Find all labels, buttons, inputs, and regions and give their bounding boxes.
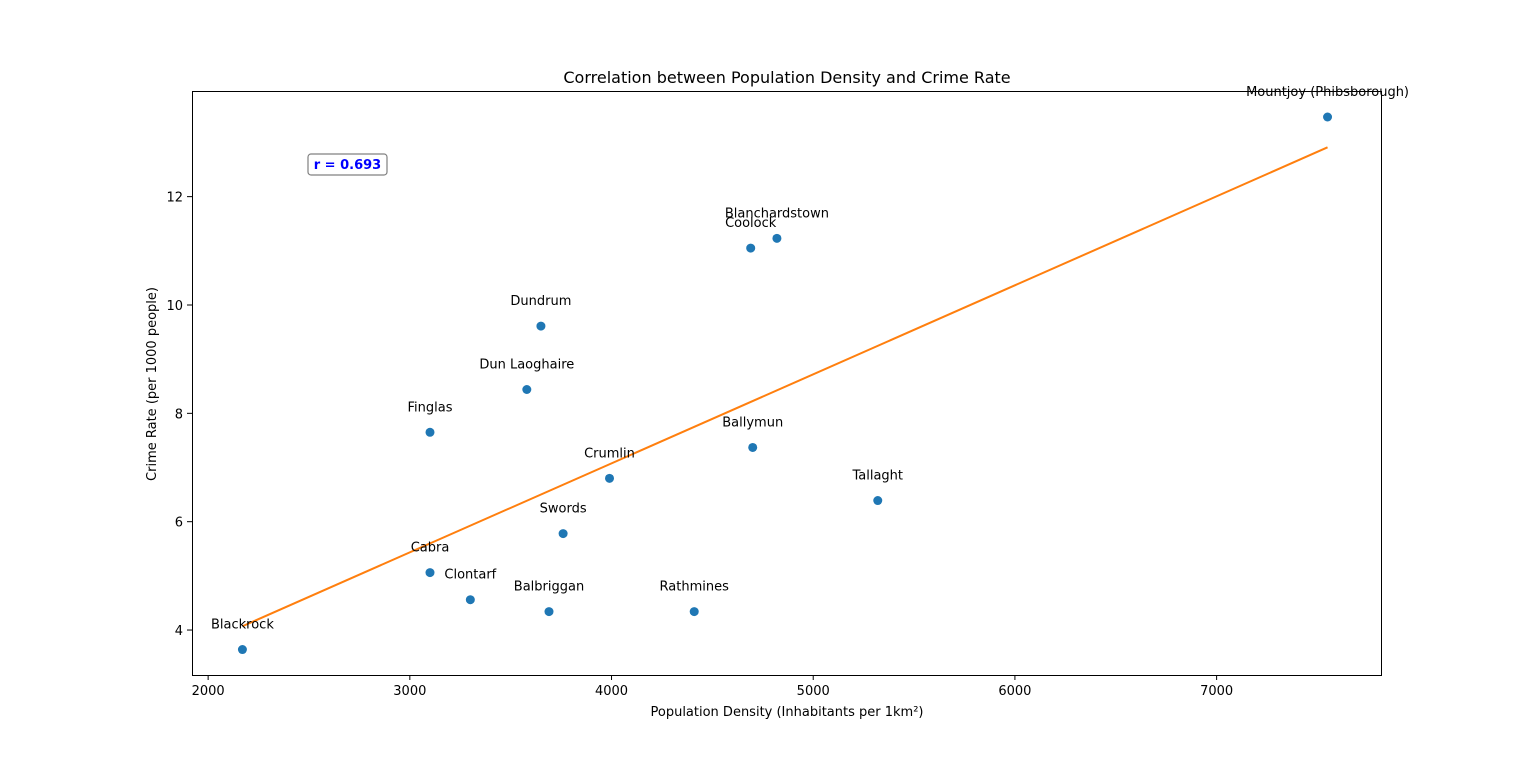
y-tick-label: 6 (175, 516, 183, 531)
point-label: Swords (540, 502, 587, 517)
plot-frame (192, 91, 1382, 676)
y-tick-label: 12 (166, 191, 183, 206)
point-label: Tallaght (851, 469, 903, 484)
point-label: Cabra (411, 541, 450, 556)
data-point (237, 645, 247, 655)
chart-title: Correlation between Population Density a… (563, 68, 1010, 87)
data-point (748, 442, 758, 452)
data-point (772, 233, 782, 243)
x-tick-label: 3000 (393, 684, 426, 699)
data-point (873, 496, 883, 506)
x-tick-label: 4000 (595, 684, 628, 699)
trend-line (242, 146, 1328, 628)
point-label: Blanchardstown (725, 206, 829, 221)
point-label: Coolock (725, 216, 777, 231)
x-tick-label: 6000 (998, 684, 1031, 699)
annotation-text: r = 0.693 (314, 158, 381, 173)
data-point (689, 607, 699, 617)
point-label: Ballymun (722, 415, 783, 430)
y-axis-label: Crime Rate (per 1000 people) (145, 287, 160, 481)
data-point (522, 385, 532, 395)
plot-area: 2000 3000 4000 5000 6000 7000 4 6 8 10 12 Mountjoy … (166, 85, 1409, 699)
x-tick-label: 5000 (797, 684, 830, 699)
point-label: Mountjoy (Phibsborough) (1246, 85, 1409, 100)
x-axis-label: Population Density (Inhabitants per 1km²… (651, 705, 924, 720)
data-point (425, 427, 435, 437)
point-label: Crumlin (584, 446, 635, 461)
y-tick-label: 10 (166, 299, 183, 314)
data-point (465, 595, 475, 605)
point-label: Finglas (408, 400, 453, 415)
data-point (425, 568, 435, 578)
point-label: Dundrum (510, 294, 571, 309)
data-point (558, 529, 568, 539)
x-tick-label: 7000 (1200, 684, 1233, 699)
x-tick-label: 2000 (192, 684, 225, 699)
correlation-annotation: r = 0.693 (307, 153, 388, 176)
y-tick-label: 4 (175, 624, 183, 639)
data-point (1323, 112, 1333, 122)
point-label: Rathmines (660, 580, 730, 595)
y-tick-label: 8 (175, 407, 183, 422)
point-label: Clontarf (444, 568, 496, 583)
point-label: Blackrock (211, 618, 274, 633)
data-point (544, 607, 554, 617)
point-label: Balbriggan (514, 580, 584, 595)
annotation-box (307, 153, 388, 176)
point-label: Dun Laoghaire (479, 358, 574, 373)
data-point (605, 473, 615, 483)
data-point (536, 321, 546, 331)
data-point (746, 243, 756, 253)
